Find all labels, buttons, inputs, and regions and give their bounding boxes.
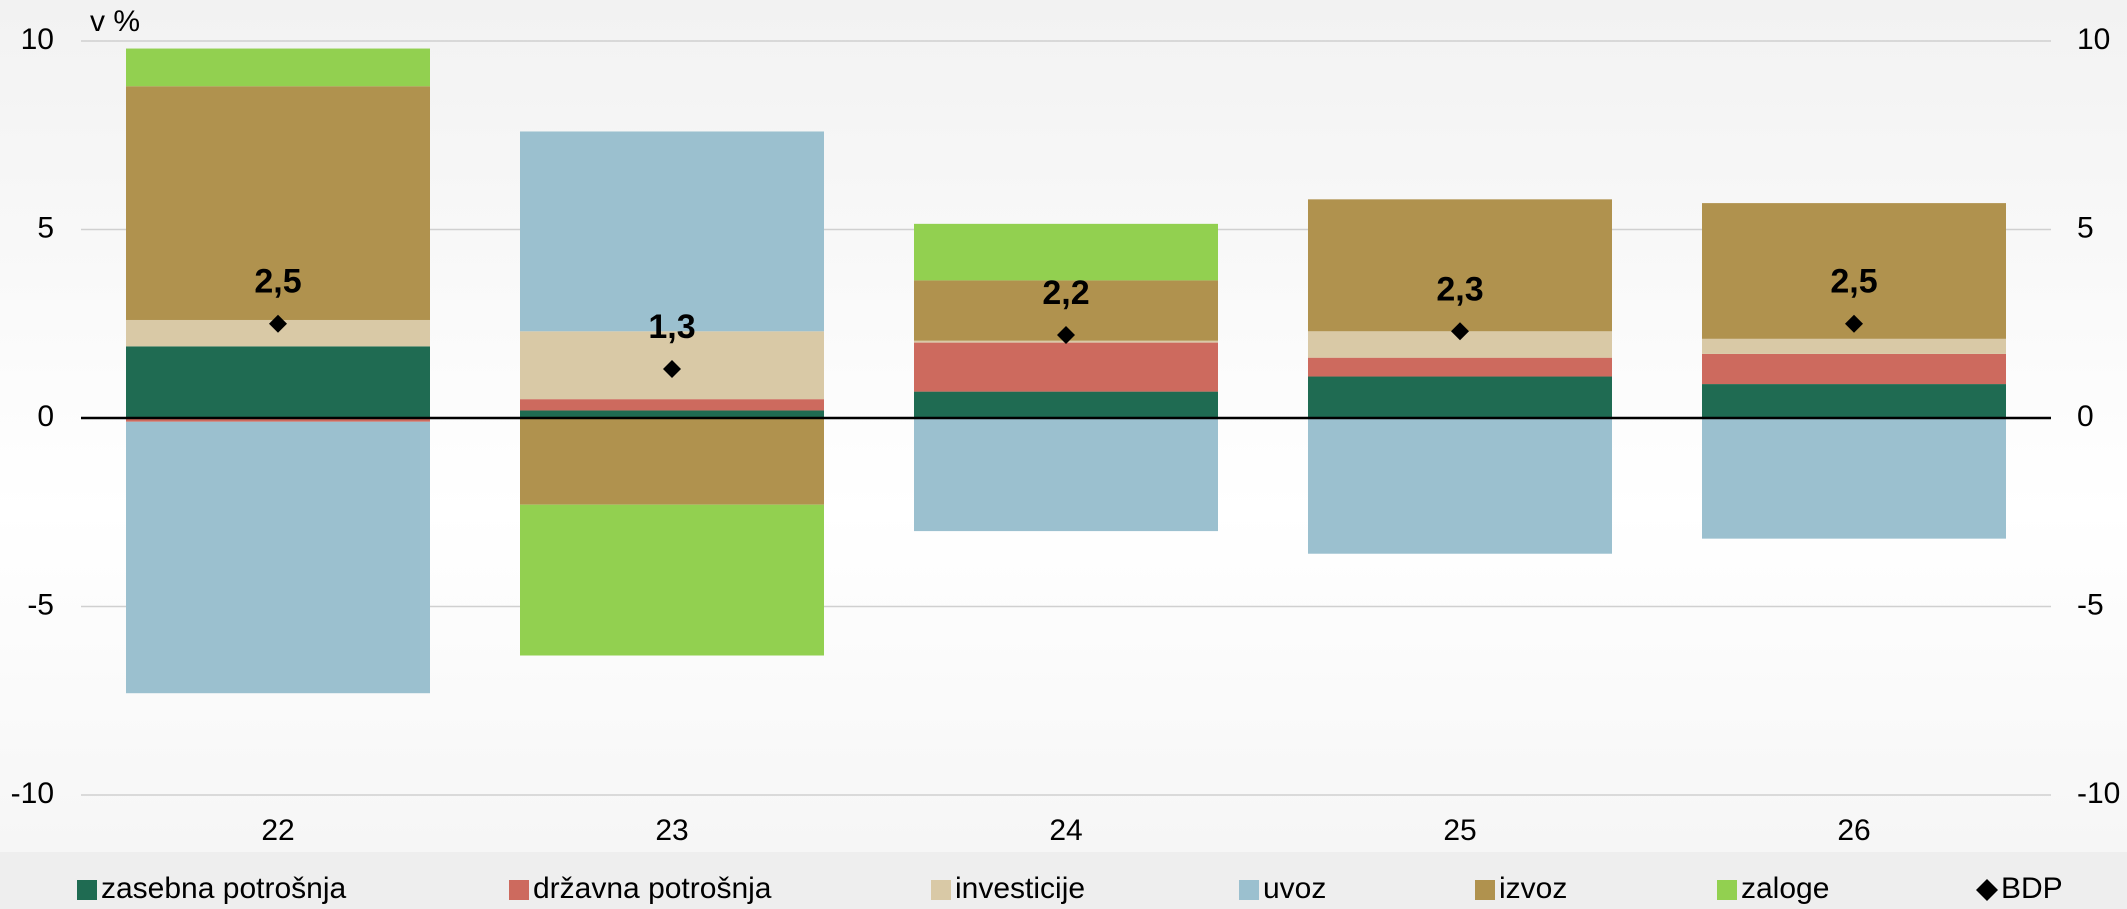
bar-segment xyxy=(1702,338,2006,354)
legend-label: izvoz xyxy=(1499,872,1567,905)
bdp-marker xyxy=(663,359,681,378)
y2-tick-label: 5 xyxy=(2077,211,2094,244)
bar-segment xyxy=(520,418,824,505)
legend-swatch xyxy=(77,880,97,900)
data-label: 2,5 xyxy=(1830,263,1877,301)
legend-background xyxy=(0,852,2127,909)
x-tick-label: 23 xyxy=(655,814,688,847)
y2-tick-label: -5 xyxy=(2077,588,2104,621)
bar-segment xyxy=(1308,199,1612,332)
bar-segment xyxy=(126,48,430,87)
bar-segment xyxy=(126,418,430,422)
legend-swatch xyxy=(1239,880,1259,900)
legend-swatch xyxy=(931,880,951,900)
legend-swatch xyxy=(509,880,529,900)
legend-label: zasebna potrošnja xyxy=(101,872,346,905)
bar-segment xyxy=(520,399,824,411)
data-label: 2,3 xyxy=(1436,270,1483,308)
y2-tick-label: -10 xyxy=(2077,777,2120,810)
x-tick-label: 22 xyxy=(261,814,294,847)
bar-segment xyxy=(914,391,1218,418)
bar-segment xyxy=(914,418,1218,532)
legend-label: državna potrošnja xyxy=(533,872,772,905)
legend-label: investicije xyxy=(955,872,1085,905)
y2-tick-label: 0 xyxy=(2077,400,2094,433)
y-tick-label: 0 xyxy=(37,400,54,433)
bdp-marker xyxy=(1451,322,1469,341)
bar-segment xyxy=(126,421,430,694)
bar-segment xyxy=(1702,353,2006,385)
bar-segment xyxy=(1308,376,1612,418)
bdp-marker xyxy=(1845,314,1863,333)
y-tick-label: 5 xyxy=(37,211,54,244)
legend-swatch xyxy=(1717,880,1737,900)
y-tick-label: -10 xyxy=(11,777,54,810)
bar-segment xyxy=(520,131,824,332)
y-tick-label: 10 xyxy=(21,23,54,56)
bar-segment xyxy=(520,504,824,656)
bdp-marker xyxy=(1057,326,1075,345)
bar-segment xyxy=(1702,384,2006,418)
bar-segment xyxy=(914,223,1218,281)
x-tick-label: 24 xyxy=(1049,814,1082,847)
legend-label: BDP xyxy=(2001,872,2063,905)
legend-label: zaloge xyxy=(1741,872,1829,905)
x-tick-label: 26 xyxy=(1837,814,1870,847)
legend-marker xyxy=(1976,879,1998,901)
legend-swatch xyxy=(1475,880,1495,900)
bar-segment xyxy=(126,86,430,320)
data-label: 2,2 xyxy=(1042,274,1089,312)
y-axis-label: v % xyxy=(90,5,140,38)
data-label: 2,5 xyxy=(254,263,301,301)
y2-tick-label: 10 xyxy=(2077,23,2110,56)
y-tick-label: -5 xyxy=(27,588,54,621)
legend-label: uvoz xyxy=(1263,872,1326,905)
bar-segment xyxy=(1308,418,1612,554)
bar-segment xyxy=(126,346,430,418)
bar-segment xyxy=(914,342,1218,392)
bar-segment xyxy=(1308,357,1612,377)
bdp-marker xyxy=(269,314,287,333)
bar-segment xyxy=(520,410,824,418)
bar-segment xyxy=(1702,418,2006,539)
data-label: 1,3 xyxy=(648,308,695,346)
x-tick-label: 25 xyxy=(1443,814,1476,847)
